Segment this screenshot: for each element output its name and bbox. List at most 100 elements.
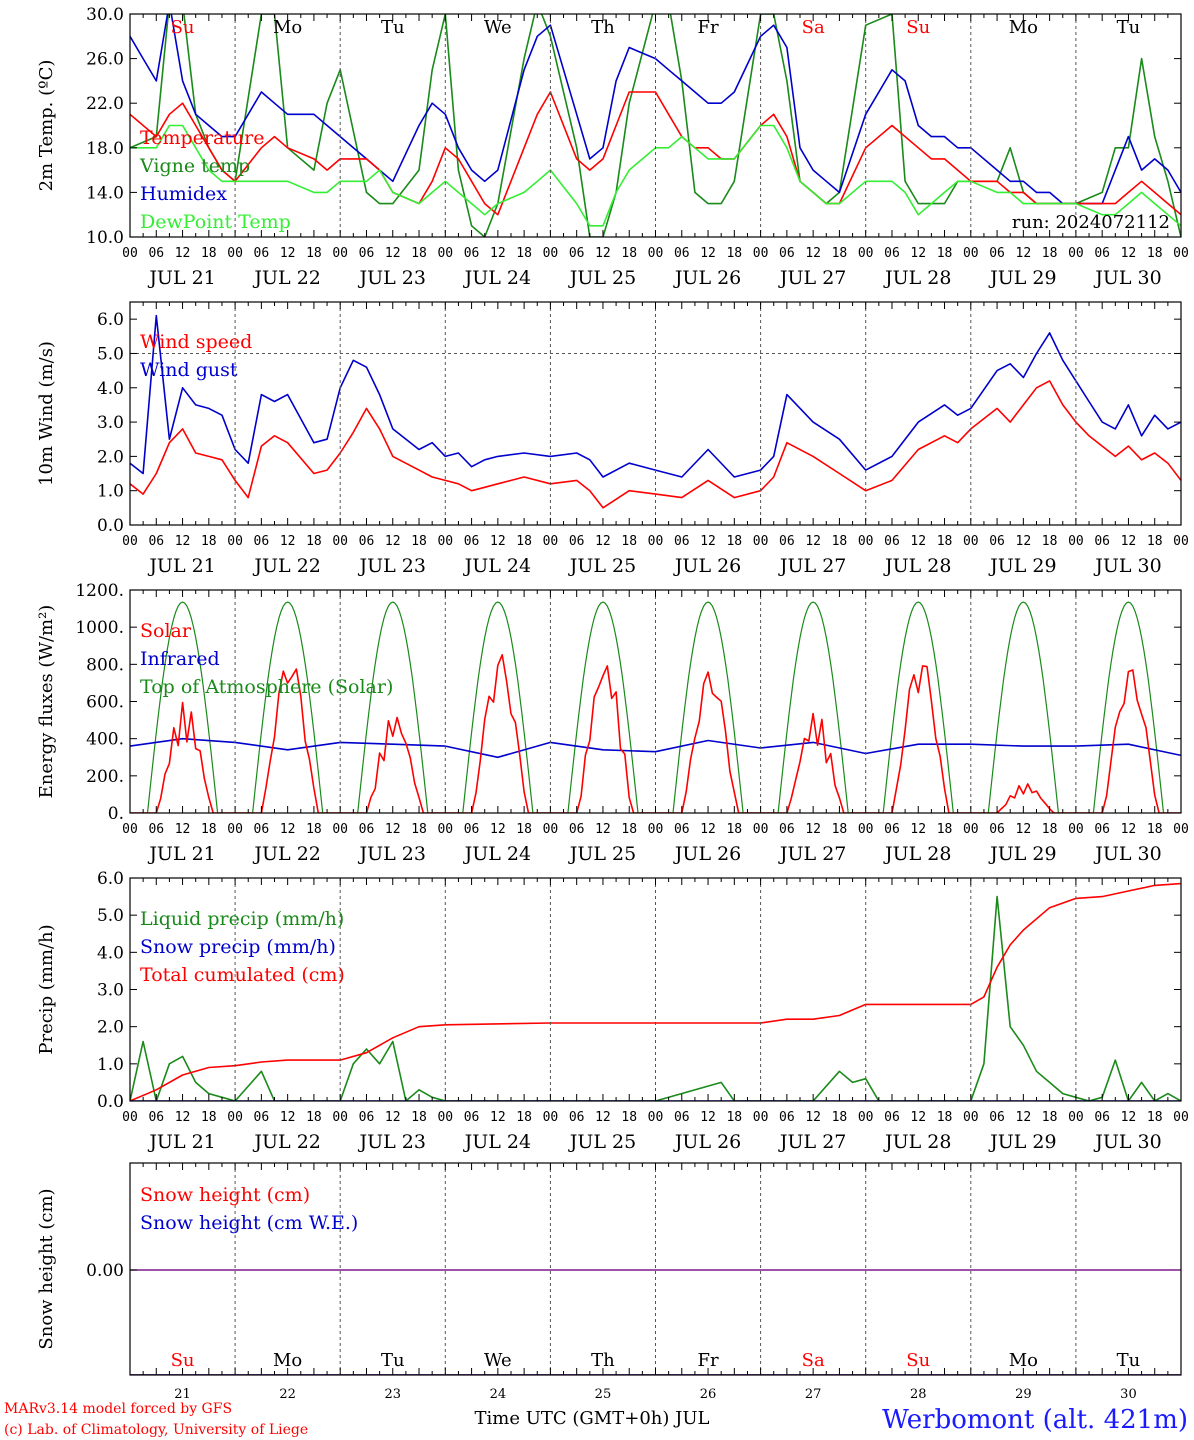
- energy-series-top-of-atmosphere-solar-: [340, 601, 446, 813]
- wind-hour-label: 12: [385, 534, 401, 549]
- temp-date-label: JUL 23: [358, 267, 426, 289]
- wind-hour-label: 18: [411, 534, 427, 549]
- precip-hour-label: 12: [385, 1110, 401, 1125]
- temp-hour-label: 00: [1173, 246, 1189, 261]
- wind-hour-label: 06: [1094, 534, 1110, 549]
- precip-hour-label: 00: [963, 1110, 979, 1125]
- precip-hour-label: 00: [332, 1110, 348, 1125]
- energy-hour-label: 12: [805, 822, 821, 837]
- wind-hour-label: 12: [700, 534, 716, 549]
- snow-day-number: 28: [910, 1387, 927, 1402]
- energy-series-top-of-atmosphere-solar-: [130, 601, 236, 813]
- chart-wind: 0.0 1.0 2.0 3.0 4.0 5.0 6.0 10m Wind (m/s) Wind …: [36, 301, 1189, 577]
- wind-hour-label: 00: [437, 534, 453, 549]
- wind-hour-label: 18: [306, 534, 322, 549]
- temp-legend-item: Humidex: [140, 183, 227, 205]
- wind-hour-label: 06: [569, 534, 585, 549]
- snow-day-name: Mo: [1009, 1350, 1038, 1371]
- energy-legend-item: Solar: [140, 620, 192, 642]
- energy-hour-label: 06: [674, 822, 690, 837]
- wind-frame: [129, 301, 1182, 526]
- energy-series-top-of-atmosphere-solar-: [655, 601, 761, 813]
- temp-hour-label: 18: [937, 246, 953, 261]
- snow-day-name: Th: [591, 1350, 615, 1371]
- precip-hour-label: 06: [569, 1110, 585, 1125]
- energy-y-tick-label: 400.: [86, 730, 124, 750]
- precip-legend-item: Liquid precip (mm/h): [140, 908, 344, 930]
- energy-series-solar: [970, 783, 1076, 813]
- energy-hour-label: 12: [385, 822, 401, 837]
- precip-hour-label: 06: [884, 1110, 900, 1125]
- temp-hour-label: 18: [1147, 246, 1163, 261]
- wind-date-label: JUL 23: [358, 555, 426, 577]
- energy-date-label: JUL 26: [673, 843, 741, 865]
- snow-day-name: We: [484, 1350, 512, 1371]
- precip-hour-label: 18: [1042, 1110, 1058, 1125]
- temp-hour-label: 12: [280, 246, 296, 261]
- wind-hour-label: 18: [726, 534, 742, 549]
- temp-day-name: Su: [171, 17, 195, 38]
- temp-hour-label: 06: [254, 246, 270, 261]
- temp-hour-label: 00: [227, 246, 243, 261]
- temp-day-name: Tu: [1117, 17, 1141, 38]
- temp-hour-label: 06: [989, 246, 1005, 261]
- precip-y-axis-label: Precip (mm/h): [36, 924, 57, 1054]
- temp-y-tick-label: 14.0: [86, 183, 124, 203]
- run-label: run: 2024072112: [1012, 212, 1170, 233]
- temp-day-name: Mo: [1009, 17, 1038, 38]
- wind-date-label: JUL 21: [147, 555, 215, 577]
- wind-hour-label: 12: [490, 534, 506, 549]
- energy-date-label: JUL 25: [568, 843, 636, 865]
- energy-series-solar: [235, 668, 341, 813]
- wind-date-label: JUL 27: [778, 555, 846, 577]
- precip-date-label: JUL 30: [1093, 1131, 1161, 1153]
- energy-hour-label: 00: [543, 822, 559, 837]
- snow-day-name: Tu: [381, 1350, 405, 1371]
- snow-day-number: 23: [384, 1387, 401, 1402]
- temp-legend-item: Vigne temp: [139, 155, 250, 177]
- temp-date-label: JUL 25: [568, 267, 636, 289]
- temp-hour-label: 00: [1068, 246, 1084, 261]
- energy-series-solar: [865, 665, 971, 813]
- precip-date-label: JUL 27: [778, 1131, 846, 1153]
- precip-hour-label: 00: [1173, 1110, 1189, 1125]
- energy-y-tick-label: 600.: [86, 693, 124, 713]
- precip-hour-label: 06: [148, 1110, 164, 1125]
- snow-day-name: Tu: [1117, 1350, 1141, 1371]
- wind-y-tick-label: 6.0: [97, 310, 124, 330]
- precip-hour-label: 12: [595, 1110, 611, 1125]
- wind-hour-label: 00: [1173, 534, 1189, 549]
- wind-hour-label: 12: [1016, 534, 1032, 549]
- energy-legend-item: Infrared: [140, 648, 220, 670]
- wind-hour-label: 12: [805, 534, 821, 549]
- energy-hour-label: 00: [858, 822, 874, 837]
- temp-day-name: Tu: [381, 17, 405, 38]
- precip-hour-label: 06: [254, 1110, 270, 1125]
- energy-hour-label: 12: [595, 822, 611, 837]
- wind-y-tick-label: 3.0: [97, 413, 124, 433]
- energy-hour-label: 12: [175, 822, 191, 837]
- precip-hour-label: 00: [753, 1110, 769, 1125]
- wind-hour-label: 18: [516, 534, 532, 549]
- wind-hour-label: 06: [989, 534, 1005, 549]
- energy-hour-label: 00: [753, 822, 769, 837]
- snow-y-axis-label: Snow height (cm): [36, 1188, 57, 1349]
- energy-hour-label: 06: [1094, 822, 1110, 837]
- credit-line-2: (c) Lab. of Climatology, University of L…: [4, 1422, 308, 1438]
- temp-series-vigne-temp: [130, 14, 1181, 237]
- precip-hour-label: 18: [201, 1110, 217, 1125]
- chart-snow: 0.00 Snow height (cm) Snow height (cm) Snow…: [36, 1162, 1182, 1402]
- energy-date-label: JUL 24: [463, 843, 531, 865]
- precip-hour-label: 00: [122, 1110, 138, 1125]
- temp-hour-label: 18: [516, 246, 532, 261]
- temp-hour-label: 00: [543, 246, 559, 261]
- precip-hour-label: 00: [1068, 1110, 1084, 1125]
- temp-y-tick-label: 26.0: [86, 50, 124, 70]
- energy-series-infrared: [130, 737, 1181, 759]
- wind-hour-label: 12: [595, 534, 611, 549]
- precip-y-tick-label: 4.0: [97, 943, 124, 963]
- precip-hour-label: 18: [621, 1110, 637, 1125]
- precip-hour-label: 18: [726, 1110, 742, 1125]
- energy-date-label: JUL 27: [778, 843, 846, 865]
- snow-legend-item: Snow height (cm W.E.): [140, 1212, 358, 1234]
